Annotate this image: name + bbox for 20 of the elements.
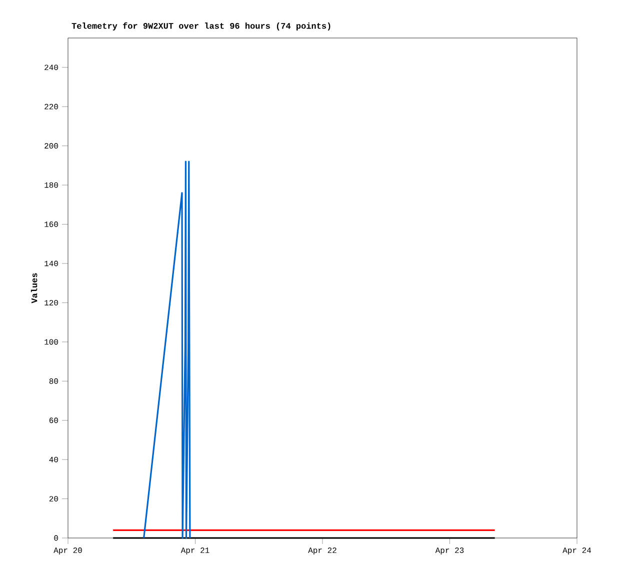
y-tick-label: 0 — [54, 535, 58, 541]
y-tick-label: 60 — [49, 418, 58, 424]
y-tick-label: 180 — [44, 182, 58, 188]
y-tick-label: 40 — [49, 456, 58, 462]
y-tick-label: 80 — [49, 378, 58, 384]
y-tick-label: 100 — [44, 339, 58, 345]
chart-title: Telemetry for 9W2XUT over last 96 hours (74 points) — [72, 22, 330, 30]
x-tick-label: Apr 23 — [435, 548, 464, 555]
x-tick-label: Apr 21 — [180, 548, 210, 555]
x-tick-label: Apr 24 — [562, 548, 591, 555]
y-tick-label: 200 — [44, 143, 58, 149]
y-axis-title: Values — [30, 273, 38, 304]
y-tick-label: 160 — [44, 222, 58, 227]
x-tick-label: Apr 22 — [308, 548, 336, 555]
y-tick-label: 120 — [44, 300, 58, 306]
x-tick-label: Apr 20 — [54, 548, 82, 555]
y-tick-label: 140 — [44, 260, 58, 266]
y-tick-label: 20 — [49, 496, 58, 502]
y-tick-label: 220 — [44, 104, 58, 110]
y-tick-label: 240 — [44, 64, 58, 70]
